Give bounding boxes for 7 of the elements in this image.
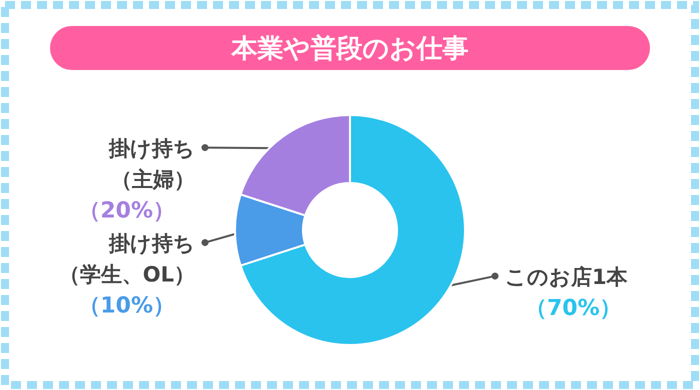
chart-title: 本業や普段のお仕事 bbox=[230, 33, 468, 64]
slice-label: このお店1本 bbox=[505, 265, 629, 290]
data-label: （20%） bbox=[78, 198, 175, 224]
data-label: （70%） bbox=[525, 296, 622, 322]
slice-label: 掛け持ち（主婦） bbox=[108, 136, 195, 192]
data-label: （10%） bbox=[78, 294, 175, 319]
slice-label: 掛け持ち（学生、OL） bbox=[58, 232, 195, 287]
